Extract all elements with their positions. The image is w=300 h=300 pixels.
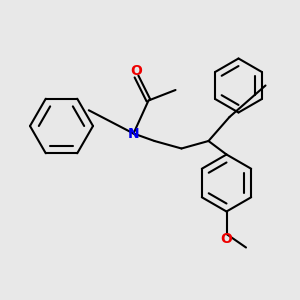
Text: N: N [128,127,139,140]
Text: O: O [130,64,142,78]
Text: O: O [220,232,232,246]
